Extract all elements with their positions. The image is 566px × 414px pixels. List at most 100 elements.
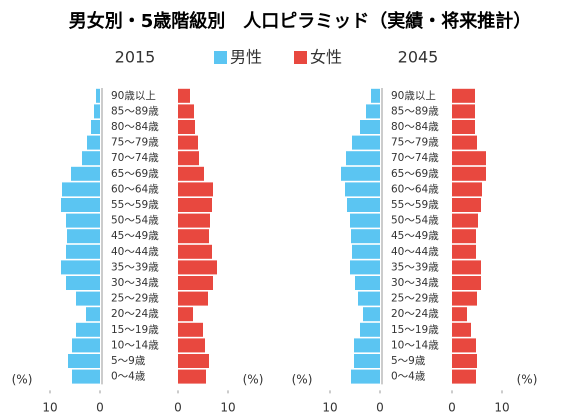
bar-male (61, 260, 100, 275)
bar-female (452, 307, 467, 322)
x-tick-label: 0 (448, 401, 456, 414)
category-label: 45～49歳 (111, 230, 159, 242)
category-label: 50～54歳 (111, 215, 159, 227)
category-label: 15～19歳 (391, 324, 439, 336)
panel-title: 2045 (398, 48, 439, 67)
category-label: 20～24歳 (391, 308, 439, 320)
bar-male (366, 104, 380, 119)
bar-male (347, 198, 380, 212)
category-label: 35～39歳 (391, 261, 439, 273)
x-tick-label: 10 (220, 401, 235, 414)
x-tick-label: 10 (42, 401, 57, 414)
bar-male (62, 182, 100, 197)
axis-label: (%) (243, 373, 264, 387)
axis-label: (%) (292, 373, 313, 387)
category-label: 75～79歳 (391, 137, 439, 149)
bar-male (61, 198, 100, 212)
bar-male (71, 166, 100, 181)
category-label: 25～29歳 (111, 293, 159, 305)
bar-male (352, 135, 380, 150)
bar-male (345, 182, 380, 197)
category-label: 40～44歳 (111, 246, 159, 258)
bar-female (178, 322, 203, 337)
bar-male (350, 213, 380, 228)
bar-male (341, 166, 380, 181)
bar-female (178, 198, 212, 212)
category-label: 65～69歳 (111, 168, 159, 180)
bar-male (72, 338, 100, 353)
bar-female (178, 166, 204, 181)
bar-female (452, 104, 475, 119)
category-label: 5～9歳 (111, 355, 146, 367)
legend-label: 女性 (310, 48, 342, 67)
category-label: 10～14歳 (111, 339, 159, 351)
category-label: 70～74歳 (111, 152, 159, 164)
bar-male (350, 260, 380, 275)
bar-male (354, 354, 380, 368)
bar-female (452, 338, 476, 353)
category-label: 55～59歳 (391, 199, 439, 211)
bar-male (351, 369, 380, 384)
bar-male (66, 213, 100, 228)
bar-female (452, 120, 475, 134)
category-label: 70～74歳 (391, 152, 439, 164)
x-tick-label: 0 (174, 401, 182, 414)
bar-female (452, 276, 481, 290)
bar-male (351, 229, 380, 244)
bar-female (178, 135, 198, 150)
bar-male (94, 104, 100, 119)
x-tick-label: 0 (376, 401, 384, 414)
bar-male (354, 338, 380, 353)
category-label: 55～59歳 (111, 199, 159, 211)
category-label: 30～34歳 (391, 277, 439, 289)
bar-male (91, 120, 100, 134)
category-label: 80～84歳 (391, 121, 439, 133)
category-label: 0～4歳 (111, 371, 146, 383)
category-label: 90歳以上 (391, 90, 436, 102)
category-label: 40～44歳 (391, 246, 439, 258)
category-label: 20～24歳 (111, 308, 159, 320)
chart-title: 男女別・5歳階級別 人口ピラミッド（実績・将来推計） (69, 10, 532, 32)
bar-male (371, 88, 380, 103)
category-label: 50～54歳 (391, 215, 439, 227)
category-label: 80～84歳 (111, 121, 159, 133)
category-label: 85～89歳 (111, 105, 159, 117)
legend-swatch (294, 51, 307, 64)
bar-male (358, 291, 380, 306)
bar-female (452, 182, 482, 197)
category-label: 25～29歳 (391, 293, 439, 305)
axis-label: (%) (12, 373, 33, 387)
bar-male (68, 354, 100, 368)
legend-swatch (214, 51, 227, 64)
category-label: 75～79歳 (111, 137, 159, 149)
category-label: 30～34歳 (111, 277, 159, 289)
bar-female (452, 291, 477, 306)
axis-label: (%) (517, 373, 538, 387)
bar-female (452, 88, 475, 103)
x-tick-label: 10 (494, 401, 509, 414)
bar-male (360, 120, 380, 134)
bar-female (178, 120, 195, 134)
category-label: 65～69歳 (391, 168, 439, 180)
bar-female (178, 276, 213, 290)
bar-female (178, 104, 194, 119)
bar-female (452, 166, 486, 181)
bar-male (86, 307, 100, 322)
bar-female (178, 151, 199, 166)
bar-female (178, 244, 212, 259)
x-tick-label: 10 (322, 401, 337, 414)
bar-female (178, 369, 206, 384)
bar-male (346, 151, 380, 166)
bar-female (452, 229, 476, 244)
bar-female (452, 213, 478, 228)
bar-male (82, 151, 100, 166)
bar-female (452, 322, 471, 337)
category-label: 15～19歳 (111, 324, 159, 336)
legend-label: 男性 (230, 48, 262, 67)
bar-female (452, 369, 476, 384)
category-label: 35～39歳 (111, 261, 159, 273)
bar-female (452, 151, 486, 166)
bar-female (178, 182, 213, 197)
category-label: 90歳以上 (111, 90, 156, 102)
